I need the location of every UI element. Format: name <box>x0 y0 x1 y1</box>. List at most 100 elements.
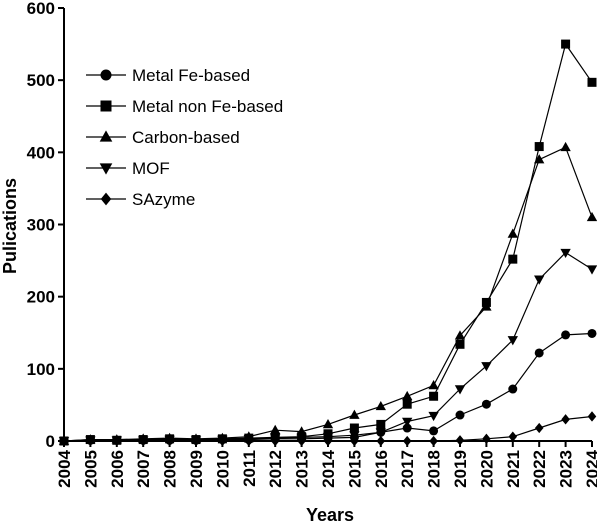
x-tick-label: 2004 <box>55 449 74 487</box>
legend-label: Metal Fe-based <box>132 66 250 85</box>
data-point-metal-non-fe-based <box>561 39 571 49</box>
y-tick-label: 400 <box>27 143 55 162</box>
data-point-sazyme <box>270 435 280 447</box>
data-point-metal-fe-based <box>534 348 544 358</box>
legend-item-metal-fe-based: Metal Fe-based <box>86 66 250 85</box>
data-point-carbon-based <box>586 211 597 222</box>
data-point-mof <box>560 248 571 259</box>
data-point-metal-fe-based <box>481 399 491 409</box>
legend-marker <box>100 192 112 206</box>
data-point-carbon-based <box>296 426 307 436</box>
data-point-sazyme <box>59 435 69 447</box>
data-point-sazyme <box>376 435 386 447</box>
data-point-metal-fe-based <box>429 426 439 436</box>
legend-label: Metal non Fe-based <box>132 97 283 116</box>
x-tick-label: 2011 <box>240 450 259 487</box>
y-tick-label: 100 <box>27 360 55 379</box>
x-tick-label: 2012 <box>266 450 285 488</box>
data-point-sazyme <box>534 422 544 434</box>
x-tick-label: 2016 <box>372 450 391 488</box>
data-point-sazyme <box>402 435 412 447</box>
x-tick-label: 2006 <box>108 450 127 488</box>
data-point-metal-non-fe-based <box>376 419 386 429</box>
legend-marker <box>100 100 112 112</box>
data-point-carbon-based <box>349 409 360 419</box>
data-point-sazyme <box>323 435 333 447</box>
legend-item-carbon-based: Carbon-based <box>86 128 240 147</box>
data-point-metal-non-fe-based <box>455 339 465 349</box>
data-point-sazyme <box>561 414 570 425</box>
data-point-sazyme <box>138 435 148 447</box>
data-point-carbon-based <box>454 330 466 340</box>
legend-label: SAzyme <box>132 190 195 209</box>
x-tick-label: 2010 <box>213 450 232 488</box>
x-tick-label: 2018 <box>425 450 444 488</box>
series-carbon-based <box>58 141 597 445</box>
data-point-metal-fe-based <box>561 330 571 340</box>
legend-label: Carbon-based <box>132 128 240 147</box>
data-point-carbon-based <box>270 424 281 434</box>
data-point-mof <box>454 385 466 395</box>
data-point-mof <box>375 428 386 438</box>
data-point-carbon-based <box>481 301 492 311</box>
series-line-mof <box>63 251 593 442</box>
data-point-sazyme <box>508 431 518 442</box>
data-point-metal-fe-based <box>587 328 597 338</box>
data-point-sazyme <box>297 435 306 447</box>
x-tick-label: 2014 <box>319 449 338 487</box>
data-point-metal-fe-based <box>455 410 465 420</box>
data-point-metal-fe-based <box>508 384 518 394</box>
legend-label: MOF <box>132 159 170 178</box>
data-point-sazyme <box>112 435 122 447</box>
legend-item-sazyme: SAzyme <box>86 190 195 209</box>
data-point-metal-fe-based <box>402 423 412 433</box>
x-tick-label: 2024 <box>583 449 597 487</box>
data-point-sazyme <box>218 435 227 447</box>
data-point-sazyme <box>191 435 201 447</box>
data-point-mof <box>507 336 518 346</box>
data-point-carbon-based <box>322 419 334 429</box>
y-tick-label: 200 <box>27 288 55 307</box>
data-point-carbon-based <box>402 390 413 401</box>
legend-item-mof: MOF <box>86 159 170 178</box>
x-tick-label: 2013 <box>293 450 312 488</box>
data-point-metal-non-fe-based <box>429 391 439 401</box>
x-tick-label: 2007 <box>134 450 153 488</box>
legend-marker <box>99 130 113 142</box>
legend-item-metal-non-fe-based: Metal non Fe-based <box>86 97 283 116</box>
data-point-carbon-based <box>560 141 571 152</box>
y-tick-label: 0 <box>46 432 55 451</box>
data-point-sazyme <box>587 411 597 422</box>
series-sazyme <box>59 411 597 447</box>
data-point-sazyme <box>455 435 465 446</box>
series-layer <box>58 39 597 447</box>
legend-marker <box>99 163 113 175</box>
data-point-carbon-based <box>375 400 386 411</box>
x-tick-label: 2015 <box>345 450 364 488</box>
data-point-mof <box>402 417 413 427</box>
legend-marker <box>100 69 112 81</box>
data-point-carbon-based <box>534 154 545 164</box>
data-point-metal-non-fe-based <box>402 399 412 409</box>
data-point-mof <box>481 362 492 372</box>
x-tick-label: 2009 <box>187 450 206 488</box>
x-axis-title: Years <box>306 505 354 525</box>
axes: 0 100 200 300 400 500 600 2004 2005 2006 2007 2008 2… <box>27 0 597 488</box>
data-point-sazyme <box>244 435 254 447</box>
data-point-mof <box>586 265 597 275</box>
x-tick-label: 2008 <box>161 450 180 488</box>
data-point-sazyme <box>86 435 95 447</box>
data-point-carbon-based <box>428 380 439 390</box>
legend: Metal Fe-based Metal non Fe-based Carbon-b… <box>86 66 283 209</box>
data-point-sazyme <box>429 435 438 447</box>
x-tick-label: 2022 <box>530 450 549 488</box>
y-axis-title: Pulications <box>0 178 20 274</box>
data-point-metal-non-fe-based <box>587 77 597 87</box>
data-point-mof <box>534 275 545 285</box>
data-point-metal-non-fe-based <box>508 254 518 264</box>
x-tick-label: 2021 <box>504 450 523 488</box>
data-point-sazyme <box>350 435 359 447</box>
data-point-metal-non-fe-based <box>349 423 359 433</box>
y-tick-label: 500 <box>27 71 55 90</box>
